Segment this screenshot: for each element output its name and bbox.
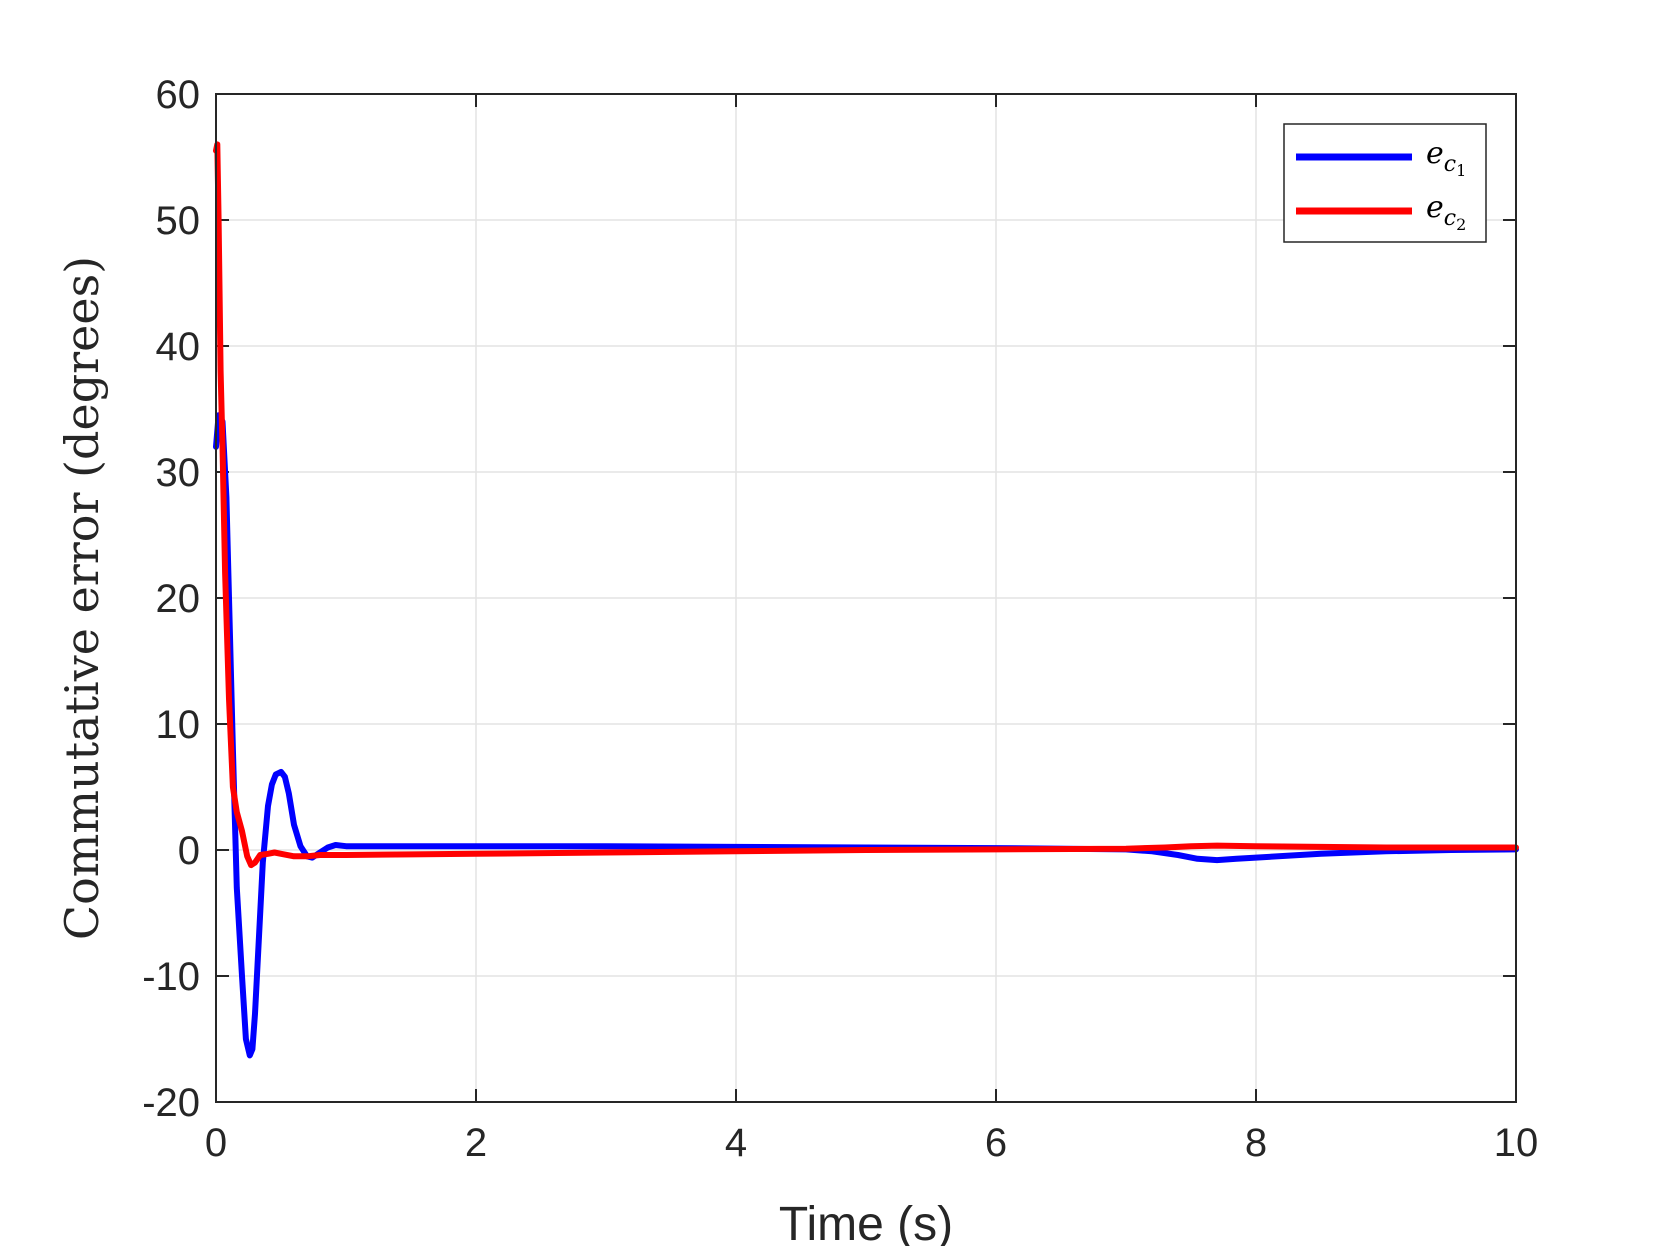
x-axis-title: Time (s)	[779, 1198, 953, 1246]
x-tick-labels: 0 2 4 6 8 10	[205, 1121, 1538, 1165]
x-tick-label: 10	[1494, 1121, 1539, 1165]
x-tick-label: 0	[205, 1121, 227, 1165]
series-line-2	[213, 141, 1519, 869]
y-tick-label: 50	[156, 199, 201, 243]
y-tick-label: 0	[178, 829, 200, 873]
series-group	[213, 141, 1519, 1059]
y-tick-label: 20	[156, 577, 201, 621]
y-tick-label: 10	[156, 703, 201, 747]
y-tick-label: 30	[156, 451, 201, 495]
legend-label-1: ec1	[1426, 136, 1466, 180]
y-tick-label: 40	[156, 325, 201, 369]
y-tick-label: 60	[156, 73, 201, 117]
legend-label-2: ec2	[1426, 190, 1466, 234]
y-tick-labels: -20 -10 0 10 20 30 40 50 60	[142, 73, 200, 1125]
y-axis-title: Commutative error (degrees)	[55, 256, 109, 940]
grid-lines	[216, 94, 1516, 1102]
plot-frame	[215, 93, 1517, 1103]
x-tick-label: 6	[985, 1121, 1007, 1165]
x-tick-label: 8	[1245, 1121, 1267, 1165]
y-tick-label: -10	[142, 955, 200, 999]
y-tick-label: -20	[142, 1081, 200, 1125]
x-tick-label: 2	[465, 1121, 487, 1165]
legend-box	[1283, 123, 1487, 243]
x-tick-label: 4	[725, 1121, 747, 1165]
